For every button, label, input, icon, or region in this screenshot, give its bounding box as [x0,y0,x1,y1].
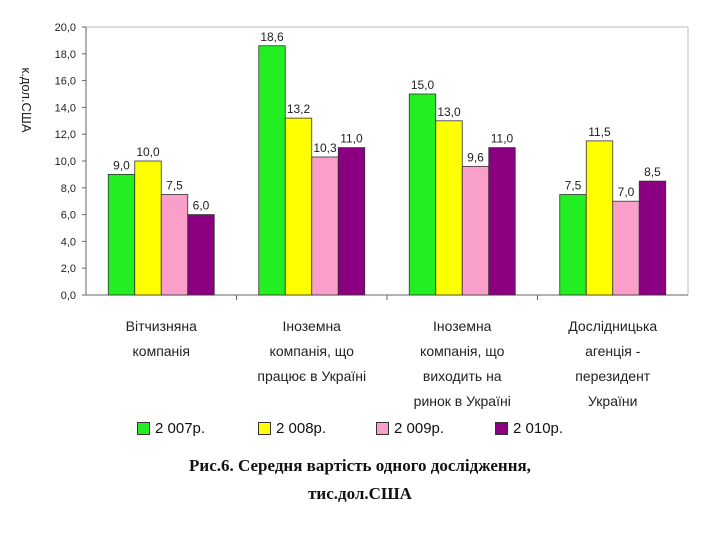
data-label: 7,5 [565,179,582,193]
legend-label-2007: 2 007р. [155,420,206,437]
bar-1-1 [107,173,136,296]
category-label-line: Іноземна [283,318,342,334]
y-tick-label: 14,0 [55,102,76,114]
bar-4-4 [638,180,667,296]
axes: 0,0 2,0 4,0 6,0 8,0 10,0 12,0 14,0 16,0 18,0 20,0 [55,22,689,302]
bar-4-3 [488,147,516,296]
data-labels: 9,010,07,56,018,613,210,311,015,013,09,6… [113,30,661,213]
data-label: 13,2 [287,102,311,116]
y-tick-label: 8,0 [61,183,76,195]
category-label-line: Вітчизняна [126,318,197,334]
data-label: 7,0 [618,185,635,199]
legend-swatch-2007 [137,422,150,435]
legend-item-2009: 2 009р. [376,420,444,437]
data-label: 18,6 [260,30,284,44]
bar-3-1 [160,194,189,296]
category-label-line: компанія [133,343,190,359]
y-tick-label: 18,0 [55,49,76,61]
legend-item-2007: 2 007р. [137,420,205,437]
legend-label-2008: 2 008р. [276,420,327,437]
category-label-line: перезидент [575,368,651,384]
data-label: 10,0 [136,145,160,159]
data-label: 11,0 [340,132,363,146]
y-tick-label: 16,0 [55,76,76,88]
bar-3-2 [311,156,339,296]
category-label-line: виходить на [423,368,502,384]
data-label: 9,6 [467,150,484,164]
data-label: 6,0 [193,199,210,213]
y-tick-label: 6,0 [61,210,76,222]
bar-1-3 [408,93,437,296]
y-tick-label: 20,0 [55,22,76,34]
bar-1-2 [258,45,286,296]
category-label-line: компанія, що [420,343,505,359]
data-label: 15,0 [411,78,435,92]
bar-4-1 [187,214,215,296]
data-label: 11,0 [491,132,514,146]
legend-label-2010: 2 010р. [513,420,564,437]
category-labels: Вітчизняна компанія Іноземна компанія, що пр… [126,318,658,409]
bar-1-4 [559,194,587,296]
category-label-line: Дослідницька [568,318,657,334]
data-label: 11,5 [588,125,611,139]
legend-item-2008: 2 008р. [258,420,326,437]
category-label-line: Іноземна [433,318,492,334]
category-label-line: працює в Україні [257,368,366,384]
figure-caption-line-1: Рис.6. Середня вартість одного досліджен… [189,456,531,475]
data-label: 9,0 [113,158,130,172]
legend-swatch-2009 [376,422,389,435]
bar-2-3 [435,120,463,296]
figure-caption-line-2: тис.дол.США [308,484,412,503]
bars [107,45,667,296]
category-label-line: компанія, що [270,343,355,359]
bar-4-2 [337,147,366,296]
y-tick-label: 12,0 [55,129,76,141]
y-tick-label: 4,0 [61,236,76,248]
y-tick-label: 2,0 [61,263,76,275]
legend-item-2010: 2 010р. [495,420,563,437]
y-axis-label: к.дол.США [19,68,34,133]
bar-2-2 [284,117,313,296]
legend-swatch-2008 [258,422,271,435]
bar-2-1 [134,160,162,296]
category-label-line: агенція - [585,343,641,359]
bar-3-3 [461,165,490,296]
y-tick-label: 10,0 [55,156,76,168]
category-label-line: ринок в Україні [414,393,511,409]
legend-swatch-2010 [495,422,508,435]
legend-label-2009: 2 009р. [394,420,445,437]
data-label: 8,5 [644,165,661,179]
y-tick-label: 0,0 [61,290,76,302]
legend: 2 007р. 2 008р. 2 009р. 2 010р. [0,420,720,444]
bar-2-4 [585,140,614,296]
data-label: 10,3 [313,141,337,155]
data-label: 7,5 [166,179,183,193]
data-label: 13,0 [437,105,461,119]
category-label-line: України [588,393,637,409]
bar-3-4 [612,200,640,296]
